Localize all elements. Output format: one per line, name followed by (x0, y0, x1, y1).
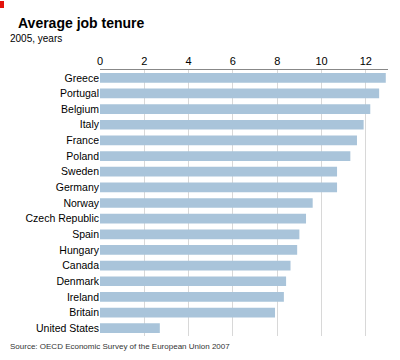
svg-text:2: 2 (141, 55, 147, 67)
svg-text:10: 10 (315, 55, 327, 67)
svg-text:Canada: Canada (62, 259, 99, 271)
svg-text:France: France (66, 134, 99, 146)
svg-text:Poland: Poland (66, 150, 99, 162)
svg-text:Germany: Germany (56, 181, 100, 193)
svg-text:4: 4 (186, 55, 192, 67)
svg-text:0: 0 (97, 55, 103, 67)
svg-text:Greece: Greece (65, 71, 100, 83)
svg-text:Norway: Norway (63, 197, 99, 209)
svg-text:Italy: Italy (80, 118, 100, 130)
svg-text:United States: United States (36, 322, 99, 334)
svg-text:Belgium: Belgium (61, 103, 99, 115)
svg-text:Hungary: Hungary (59, 244, 99, 256)
svg-text:Average job tenure: Average job tenure (18, 15, 145, 31)
svg-text:Spain: Spain (72, 228, 99, 240)
svg-text:Ireland: Ireland (67, 291, 99, 303)
svg-text:2005, years: 2005, years (10, 33, 62, 44)
svg-text:Sweden: Sweden (61, 165, 99, 177)
svg-text:8: 8 (274, 55, 280, 67)
svg-text:12: 12 (360, 55, 372, 67)
svg-text:Britain: Britain (69, 306, 99, 318)
svg-text:Denmark: Denmark (56, 275, 99, 287)
svg-text:Source: OECD Economic Survey o: Source: OECD Economic Survey of the Euro… (10, 342, 230, 351)
svg-text:Portugal: Portugal (60, 87, 99, 99)
svg-text:6: 6 (230, 55, 236, 67)
svg-text:Czech Republic: Czech Republic (25, 212, 99, 224)
